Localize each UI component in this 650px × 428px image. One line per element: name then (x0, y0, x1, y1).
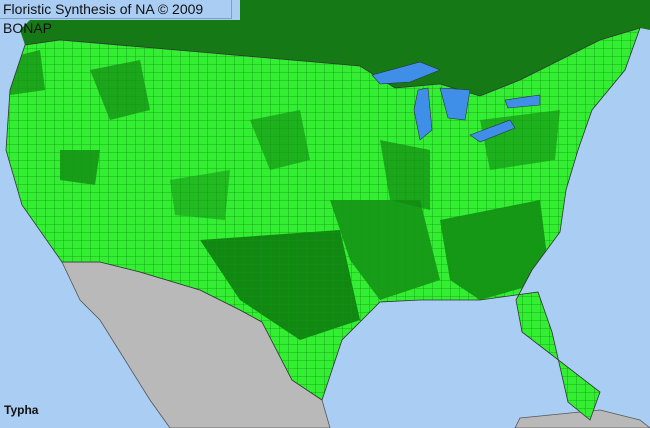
map-title: Floristic Synthesis of NA © 2009 BONAP (0, 0, 232, 36)
taxon-label: Typha (4, 403, 39, 417)
great-lakes (371, 61, 541, 143)
canada-region (20, 0, 650, 96)
